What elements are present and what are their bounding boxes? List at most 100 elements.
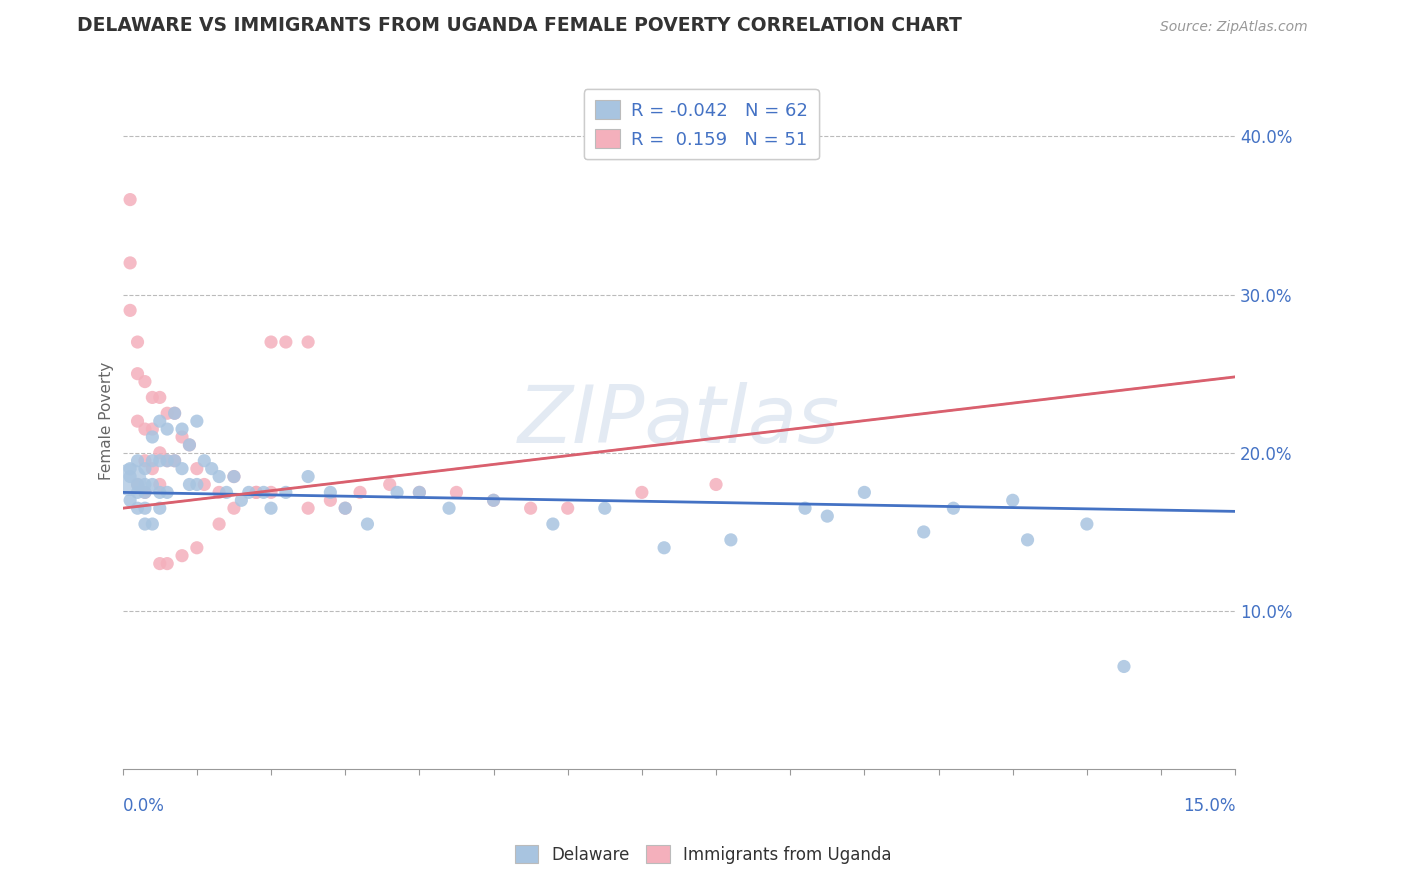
Point bbox=[170, 422, 193, 436]
Point bbox=[541, 516, 564, 531]
Point bbox=[141, 477, 163, 491]
Point bbox=[127, 454, 149, 468]
Text: 15.0%: 15.0% bbox=[1182, 797, 1236, 815]
Point bbox=[127, 367, 149, 381]
Point bbox=[186, 461, 208, 475]
Point bbox=[163, 406, 186, 420]
Point bbox=[163, 454, 186, 468]
Point bbox=[179, 477, 201, 491]
Point bbox=[134, 485, 156, 500]
Point bbox=[274, 334, 297, 349]
Point bbox=[186, 541, 208, 555]
Point bbox=[519, 501, 541, 516]
Point bbox=[120, 256, 142, 270]
Point bbox=[557, 501, 579, 516]
Point bbox=[631, 485, 654, 500]
Point bbox=[222, 501, 245, 516]
Point bbox=[356, 516, 378, 531]
Point bbox=[149, 501, 172, 516]
Point bbox=[120, 461, 142, 475]
Point bbox=[156, 422, 179, 436]
Point bbox=[319, 485, 342, 500]
Point bbox=[141, 391, 163, 405]
Point bbox=[1001, 493, 1024, 508]
Point bbox=[193, 477, 215, 491]
Point bbox=[720, 533, 742, 547]
Point bbox=[238, 485, 260, 500]
Point bbox=[141, 430, 163, 444]
Point bbox=[201, 461, 224, 475]
Point bbox=[215, 485, 238, 500]
Point bbox=[1017, 533, 1039, 547]
Point bbox=[942, 501, 965, 516]
Point bbox=[149, 477, 172, 491]
Point bbox=[141, 454, 163, 468]
Point bbox=[127, 414, 149, 428]
Point bbox=[134, 485, 156, 500]
Point bbox=[297, 501, 319, 516]
Point bbox=[149, 446, 172, 460]
Point bbox=[252, 485, 274, 500]
Y-axis label: Female Poverty: Female Poverty bbox=[100, 362, 114, 480]
Point bbox=[127, 477, 149, 491]
Point bbox=[335, 501, 357, 516]
Text: DELAWARE VS IMMIGRANTS FROM UGANDA FEMALE POVERTY CORRELATION CHART: DELAWARE VS IMMIGRANTS FROM UGANDA FEMAL… bbox=[77, 16, 962, 35]
Point bbox=[794, 501, 817, 516]
Point bbox=[482, 493, 505, 508]
Point bbox=[815, 509, 838, 524]
Point bbox=[853, 485, 876, 500]
Point bbox=[127, 501, 149, 516]
Point bbox=[120, 473, 142, 487]
Point bbox=[163, 406, 186, 420]
Point bbox=[156, 454, 179, 468]
Point bbox=[260, 485, 283, 500]
Point bbox=[170, 461, 193, 475]
Point bbox=[297, 469, 319, 483]
Point bbox=[149, 454, 172, 468]
Point bbox=[297, 334, 319, 349]
Point bbox=[593, 501, 616, 516]
Point bbox=[319, 493, 342, 508]
Text: 0.0%: 0.0% bbox=[122, 797, 165, 815]
Point bbox=[134, 422, 156, 436]
Point bbox=[408, 485, 430, 500]
Point bbox=[208, 469, 231, 483]
Point bbox=[437, 501, 460, 516]
Point bbox=[170, 430, 193, 444]
Point bbox=[156, 454, 179, 468]
Point bbox=[134, 477, 156, 491]
Point bbox=[349, 485, 371, 500]
Point bbox=[120, 469, 142, 483]
Point bbox=[163, 454, 186, 468]
Point bbox=[134, 501, 156, 516]
Point bbox=[141, 516, 163, 531]
Point bbox=[378, 477, 401, 491]
Point bbox=[186, 477, 208, 491]
Point bbox=[156, 557, 179, 571]
Point bbox=[385, 485, 408, 500]
Point bbox=[652, 541, 675, 555]
Point bbox=[208, 516, 231, 531]
Point bbox=[1112, 659, 1135, 673]
Text: ZIPatlas: ZIPatlas bbox=[517, 382, 839, 460]
Point bbox=[274, 485, 297, 500]
Point bbox=[156, 485, 179, 500]
Point bbox=[222, 469, 245, 483]
Point bbox=[134, 454, 156, 468]
Point bbox=[193, 454, 215, 468]
Point bbox=[231, 493, 253, 508]
Point bbox=[127, 485, 149, 500]
Point bbox=[912, 524, 935, 539]
Point bbox=[127, 334, 149, 349]
Point bbox=[149, 414, 172, 428]
Point bbox=[482, 493, 505, 508]
Point bbox=[260, 501, 283, 516]
Point bbox=[120, 303, 142, 318]
Point bbox=[1076, 516, 1098, 531]
Point bbox=[120, 493, 142, 508]
Point bbox=[208, 485, 231, 500]
Point bbox=[141, 461, 163, 475]
Point bbox=[149, 557, 172, 571]
Point bbox=[170, 549, 193, 563]
Point bbox=[134, 461, 156, 475]
